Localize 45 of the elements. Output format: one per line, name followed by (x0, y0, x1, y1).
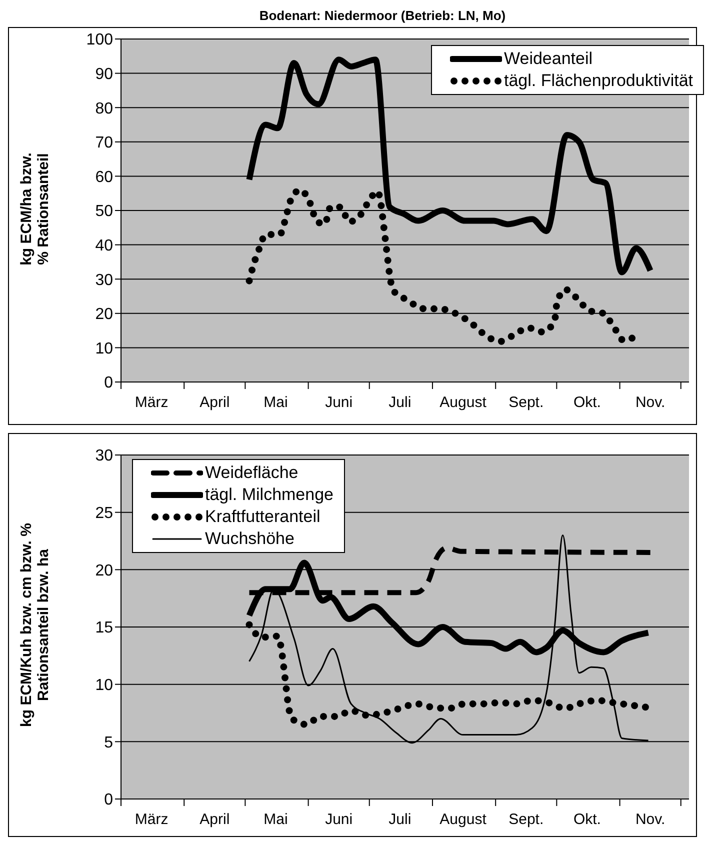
legend-label: Weideanteil (504, 49, 593, 69)
x-tick-label: Mai (264, 394, 288, 411)
x-tick-label: Nov. (635, 394, 666, 411)
y-tick-label: 20 (95, 306, 114, 324)
y-tick-label: 30 (95, 272, 114, 289)
legend-label: tägl. Milchmenge (205, 485, 334, 505)
y-tick-label: 5 (104, 734, 114, 752)
y-tick-label: 0 (104, 792, 114, 809)
y-tick-label: 40 (95, 237, 114, 254)
x-tick-label: Sept. (508, 811, 544, 828)
y-tick-label: 90 (95, 66, 114, 83)
x-tick-label: Juni (325, 811, 353, 828)
x-tick-label: August (440, 811, 488, 828)
x-tick-label: Okt. (573, 811, 601, 828)
y-tick-label: 50 (95, 203, 114, 220)
x-tick-label: April (200, 394, 230, 411)
y-tick-label: 0 (104, 374, 114, 392)
x-tick-label: März (134, 811, 168, 828)
y-tick-label: 70 (95, 134, 114, 152)
x-tick-label: Sept. (508, 394, 544, 411)
x-tick-label: Juni (325, 394, 353, 411)
legend-label: Kraftfutteranteil (205, 507, 320, 527)
legend-label: tägl. Flächenproduktivität (504, 71, 693, 91)
y-tick-label: 10 (95, 340, 114, 358)
y-axis-title: kg ECM/ha bzw. % Rationsanteil (18, 152, 52, 268)
legend-label: Wuchshöhe (205, 529, 294, 549)
x-tick-label: Okt. (573, 394, 601, 411)
x-tick-label: März (134, 394, 168, 411)
x-tick-label: August (440, 394, 488, 411)
y-tick-label: 30 (95, 448, 114, 465)
y-tick-label: 60 (95, 168, 114, 186)
y-tick-label: 80 (95, 100, 114, 118)
legend-label: Weidefläche (205, 463, 298, 483)
x-tick-label: April (200, 811, 230, 828)
y-tick-label: 15 (95, 620, 114, 637)
x-tick-label: Juli (388, 394, 412, 411)
x-tick-label: Mai (264, 811, 288, 828)
y-tick-label: 100 (86, 32, 114, 49)
chart-title: Bodenart: Niedermoor (Betrieb: LN, Mo) (258, 8, 507, 25)
y-tick-label: 10 (95, 677, 114, 694)
x-tick-label: Nov. (635, 811, 666, 828)
y-tick-label: 25 (95, 505, 114, 522)
y-axis-title: kg ECM/Kuh bzw. cm bzw. % Rationsanteil bzw. ha (18, 522, 52, 729)
y-tick-label: 20 (95, 562, 114, 580)
x-tick-label: Juli (388, 811, 412, 828)
